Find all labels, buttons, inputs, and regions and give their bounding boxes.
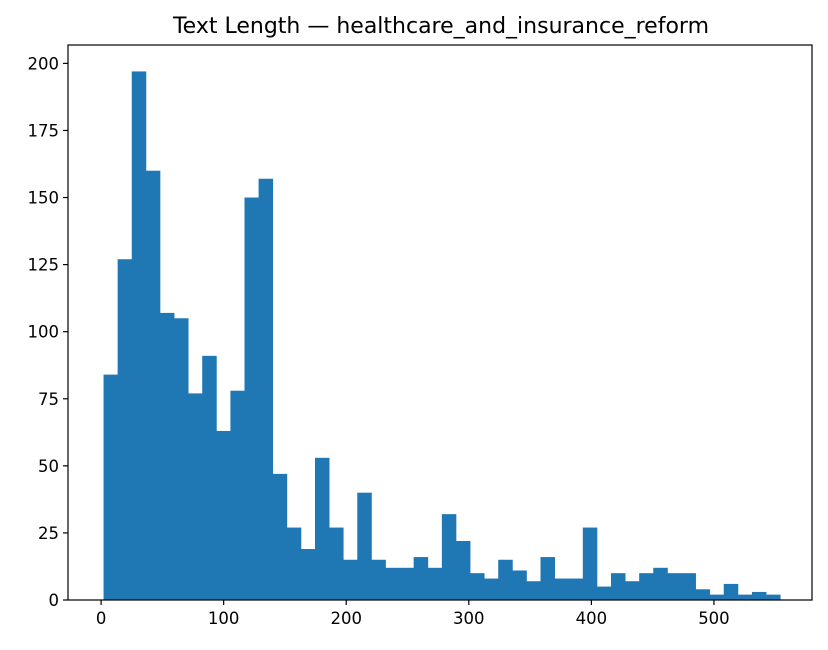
y-tick-label: 75 (38, 390, 59, 409)
histogram-bar (639, 573, 654, 600)
histogram-bar (174, 318, 189, 600)
x-tick-label: 100 (208, 609, 240, 628)
x-tick-label: 0 (96, 609, 107, 628)
histogram-bar (399, 567, 415, 600)
histogram-bar (540, 557, 556, 600)
histogram-bar (625, 581, 640, 600)
histogram-bar (484, 578, 499, 600)
histogram-bar (512, 570, 527, 600)
histogram-bar (314, 457, 330, 600)
histogram-bar (103, 374, 119, 600)
y-tick-label: 25 (38, 524, 59, 543)
chart-title: Text Length — healthcare_and_insurance_r… (172, 14, 709, 39)
x-tick-label: 200 (330, 609, 362, 628)
histogram-bar (230, 390, 245, 600)
histogram-bar (202, 355, 217, 600)
histogram-bar (695, 589, 711, 600)
histogram-bar (159, 312, 175, 600)
x-tick-label: 300 (453, 609, 485, 628)
histogram-bar (258, 178, 274, 600)
y-tick-label: 0 (49, 591, 60, 610)
y-tick-label: 150 (28, 189, 60, 208)
histogram-bar (751, 591, 767, 600)
histogram-bar (470, 573, 485, 600)
histogram-bar (244, 197, 259, 600)
histogram-bar (610, 573, 626, 600)
histogram-bar (188, 393, 203, 600)
histogram-bar (131, 71, 147, 601)
histogram-bar (498, 559, 513, 600)
histogram-bar (357, 492, 372, 600)
y-tick-label: 100 (28, 323, 60, 342)
histogram-bar (329, 527, 344, 600)
histogram-bar (766, 594, 781, 600)
bars-group (103, 71, 781, 601)
histogram-bar (216, 430, 231, 600)
histogram-bar (709, 594, 725, 600)
y-tick-label: 125 (28, 256, 60, 275)
x-tick-label: 400 (576, 609, 608, 628)
histogram-bar (723, 583, 739, 600)
histogram-bar (526, 581, 541, 600)
histogram-bar (300, 549, 316, 600)
histogram-bar (145, 170, 161, 600)
histogram-bar (681, 573, 696, 600)
plot-frame (67, 44, 813, 601)
histogram-bar (653, 567, 668, 600)
histogram-bar (272, 473, 288, 600)
histogram-bar (427, 567, 443, 600)
histogram-bar (554, 578, 570, 600)
histogram-bar (455, 540, 471, 600)
histogram-bar (737, 594, 753, 600)
histogram-bar (596, 586, 612, 600)
y-tick-label: 200 (28, 54, 60, 73)
axes-group: 0 100 200 300 400 500 0 25 50 75 100 125 150 175 200 (28, 44, 813, 628)
histogram-bar (286, 527, 302, 600)
histogram-bar (568, 578, 584, 600)
histogram-bar (441, 514, 457, 600)
histogram-bar (385, 567, 400, 600)
histogram-bar (667, 573, 682, 600)
x-tick-label: 500 (698, 609, 730, 628)
histogram-bar (117, 259, 133, 600)
histogram-bar (582, 527, 598, 600)
y-tick-label: 175 (28, 121, 60, 140)
histogram-bar (413, 557, 429, 600)
y-tick-label: 50 (38, 457, 59, 476)
histogram-bar (371, 559, 386, 600)
histogram-bar (343, 559, 358, 600)
